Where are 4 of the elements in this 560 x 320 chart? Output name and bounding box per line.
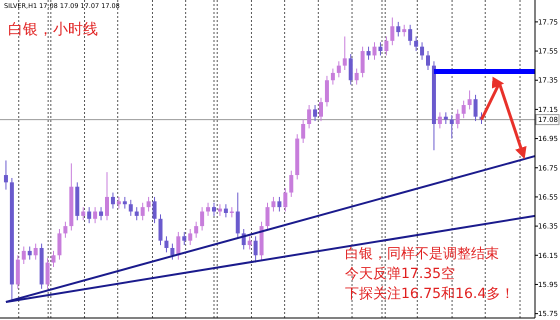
annotation: 白银，同样不是调整结束 xyxy=(345,246,499,262)
annotation: 下探关注16.75和16.4多！ xyxy=(345,286,514,302)
annotation: 今天反弹17.35空 xyxy=(345,266,456,282)
text: 白银，小时线 xyxy=(8,20,98,38)
